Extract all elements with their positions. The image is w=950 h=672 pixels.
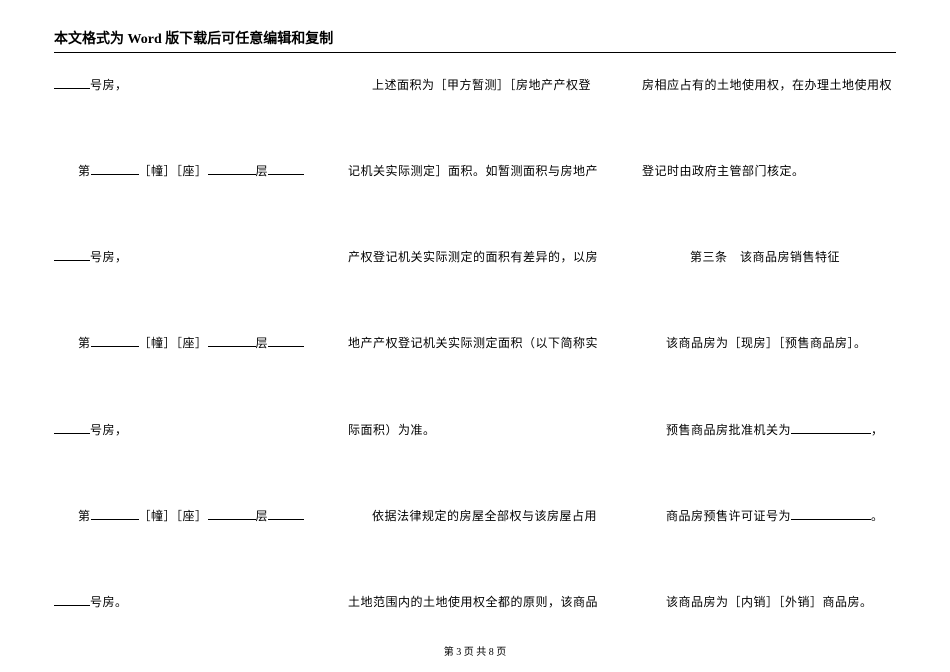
- column-1: 号房， 第［幢］［座］层 号房， 第［幢］［座］层 号房， 第［幢］［座］层 号…: [54, 76, 308, 632]
- document-body: 号房， 第［幢］［座］层 号房， 第［幢］［座］层 号房， 第［幢］［座］层 号…: [54, 76, 896, 632]
- text-line: 际面积）为准。: [348, 421, 602, 440]
- text-line: 地产产权登记机关实际测定面积（以下简称实: [348, 334, 602, 353]
- text-line: 记机关实际测定］面积。如暂测面积与房地产: [348, 162, 602, 181]
- text-line: 该商品房为［内销］［外销］商品房。: [642, 593, 896, 612]
- text-line: 上述面积为［甲方暂测］［房地产产权登: [348, 76, 602, 95]
- text-line: 登记时由政府主管部门核定。: [642, 162, 896, 181]
- text-line: 号房，: [54, 76, 308, 95]
- text-line: 第［幢］［座］层: [54, 162, 308, 181]
- column-2: 上述面积为［甲方暂测］［房地产产权登 记机关实际测定］面积。如暂测面积与房地产 …: [348, 76, 602, 632]
- text-line: 第［幢］［座］层: [54, 334, 308, 353]
- text-line: 第［幢］［座］层: [54, 507, 308, 526]
- document-header: 本文格式为 Word 版下载后可任意编辑和复制: [54, 28, 896, 53]
- text-line: 号房，: [54, 421, 308, 440]
- text-line: 该商品房为［现房］［预售商品房］。: [642, 334, 896, 353]
- text-line: 房相应占有的土地使用权，在办理土地使用权: [642, 76, 896, 95]
- text-line: 第三条 该商品房销售特征: [642, 248, 896, 267]
- column-3: 房相应占有的土地使用权，在办理土地使用权 登记时由政府主管部门核定。 第三条 该…: [642, 76, 896, 632]
- page-footer: 第 3 页 共 8 页: [0, 643, 950, 658]
- text-line: 产权登记机关实际测定的面积有差异的，以房: [348, 248, 602, 267]
- text-line: 预售商品房批准机关为，: [642, 421, 896, 440]
- text-line: 商品房预售许可证号为。: [642, 507, 896, 526]
- text-line: 号房。: [54, 593, 308, 612]
- text-line: 土地范围内的土地使用权全都的原则，该商品: [348, 593, 602, 612]
- text-line: 号房，: [54, 248, 308, 267]
- text-line: 依据法律规定的房屋全部权与该房屋占用: [348, 507, 602, 526]
